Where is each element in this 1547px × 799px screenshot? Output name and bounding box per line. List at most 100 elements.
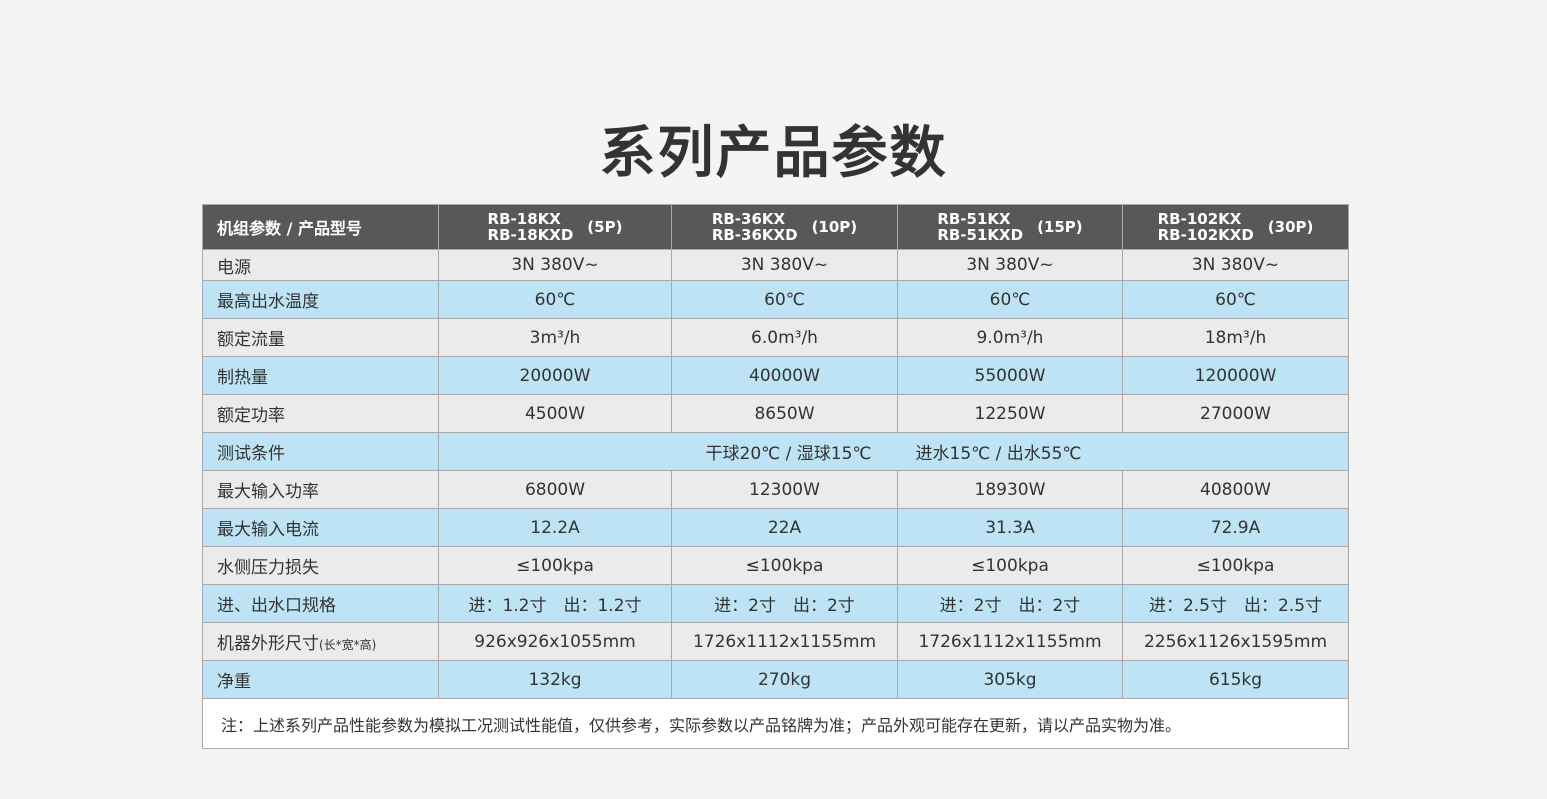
model-name: RB-102KXD (1157, 226, 1254, 244)
row-label-text: 额定功率 (217, 406, 285, 426)
value-cell: 4500W (438, 394, 672, 433)
model-names: RB-51KX RB-51KXD (937, 211, 1023, 243)
model-name: RB-36KX (711, 210, 786, 228)
row-label: 最大输入电流 (202, 508, 439, 547)
value-cell: 20000W (438, 356, 672, 395)
value-cell: 3N 380V~ (671, 249, 898, 281)
row-label-text: 电源 (217, 257, 251, 278)
value-cell: 120000W (1122, 356, 1349, 395)
note-row: 注：上述系列产品性能参数为模拟工况测试性能值，仅供参考，实际参数以产品铭牌为准；… (202, 698, 1349, 749)
value-cell: 22A (671, 508, 898, 547)
row-label-text: 额定流量 (217, 330, 285, 350)
value-cell: 270kg (671, 660, 898, 699)
row-label: 测试条件 (202, 432, 439, 471)
value-cell: 6.0m³/h (671, 318, 898, 357)
value-cell: 55000W (897, 356, 1123, 395)
header-row: 机组参数 / 产品型号 RB-18KX RB-18KXD (5P) RB-36KX RB… (202, 204, 1349, 250)
merged-cell: 干球20℃ / 湿球15℃ 进水15℃ / 出水55℃ (438, 432, 1349, 471)
value-cell: 3N 380V~ (438, 249, 672, 281)
value-cell: 60℃ (438, 280, 672, 319)
model-name: RB-51KXD (937, 226, 1024, 244)
row-label-text: 最大输入功率 (217, 482, 319, 502)
row-label-text: 净重 (217, 672, 251, 692)
value-cell: 进：2寸 出：2寸 (671, 584, 898, 623)
model-power: (15P) (1037, 218, 1083, 236)
data-row: 测试条件 干球20℃ / 湿球15℃ 进水15℃ / 出水55℃ (202, 432, 1349, 471)
value-cell: 132kg (438, 660, 672, 699)
row-label-text: 水侧压力损失 (217, 558, 319, 578)
model-name: RB-18KX (487, 210, 561, 228)
value-cell: 6800W (438, 470, 672, 509)
value-cell: ≤100kpa (671, 546, 898, 585)
value-cell: 进：2寸 出：2寸 (897, 584, 1123, 623)
row-label-note: (长*宽*高) (319, 638, 377, 652)
data-row: 机器外形尺寸(长*宽*高) 926x926x1055mm 1726x1112x115… (202, 622, 1349, 661)
row-label: 制热量 (202, 356, 439, 395)
row-label: 最高出水温度 (202, 280, 439, 319)
value-cell: 12300W (671, 470, 898, 509)
value-cell: 3N 380V~ (1122, 249, 1349, 281)
row-label-text: 测试条件 (217, 444, 285, 464)
value-cell: ≤100kpa (1122, 546, 1349, 585)
value-cell: 进：1.2寸 出：1.2寸 (438, 584, 672, 623)
spec-table: 机组参数 / 产品型号 RB-18KX RB-18KXD (5P) RB-36KX RB… (202, 204, 1349, 749)
value-cell: 18930W (897, 470, 1123, 509)
merged-text: 干球20℃ / 湿球15℃ (705, 444, 872, 464)
value-cell: 3N 380V~ (897, 249, 1123, 281)
model-header: RB-36KX RB-36KXD (10P) (671, 204, 898, 250)
table-body: 电源 3N 380V~ 3N 380V~ 3N 380V~ 3N 380V~ 最高出水温度… (202, 249, 1349, 749)
row-label-text: 最大输入电流 (217, 520, 319, 540)
row-label: 机器外形尺寸(长*宽*高) (202, 622, 439, 661)
value-cell: 27000W (1122, 394, 1349, 433)
note: 注：上述系列产品性能参数为模拟工况测试性能值，仅供参考，实际参数以产品铭牌为准；… (202, 698, 1349, 749)
value-cell: 60℃ (1122, 280, 1349, 319)
merged-text: 进水15℃ / 出水55℃ (915, 444, 1082, 464)
value-cell: 9.0m³/h (897, 318, 1123, 357)
row-label: 进、出水口规格 (202, 584, 439, 623)
data-row: 制热量 20000W 40000W 55000W 120000W (202, 356, 1349, 395)
model-header: RB-18KX RB-18KXD (5P) (438, 204, 672, 250)
model-header: RB-102KX RB-102KXD (30P) (1122, 204, 1349, 250)
value-cell: 2256x1126x1595mm (1122, 622, 1349, 661)
model-power: (30P) (1267, 218, 1314, 236)
model-power: (10P) (811, 218, 858, 236)
value-cell: 进：2.5寸 出：2.5寸 (1122, 584, 1349, 623)
data-row: 净重 132kg 270kg 305kg 615kg (202, 660, 1349, 699)
data-row: 额定流量 3m³/h 6.0m³/h 9.0m³/h 18m³/h (202, 318, 1349, 357)
value-cell: 8650W (671, 394, 898, 433)
row-label: 额定功率 (202, 394, 439, 433)
value-cell: 3m³/h (438, 318, 672, 357)
value-cell: ≤100kpa (438, 546, 672, 585)
row-label: 电源 (202, 249, 439, 281)
model-power: (5P) (587, 218, 623, 236)
model-name: RB-102KX (1157, 210, 1242, 228)
value-cell: 40800W (1122, 470, 1349, 509)
row-label-text: 最高出水温度 (217, 292, 319, 312)
value-cell: 72.9A (1122, 508, 1349, 547)
row-label-text: 进、出水口规格 (217, 596, 336, 616)
page-title: 系列产品参数 (599, 121, 948, 186)
row-label: 额定流量 (202, 318, 439, 357)
data-row: 最高出水温度 60℃ 60℃ 60℃ 60℃ (202, 280, 1349, 319)
value-cell: ≤100kpa (897, 546, 1123, 585)
row-label: 水侧压力损失 (202, 546, 439, 585)
row-label: 最大输入功率 (202, 470, 439, 509)
value-cell: 926x926x1055mm (438, 622, 672, 661)
data-row: 进、出水口规格 进：1.2寸 出：1.2寸 进：2寸 出：2寸 进：2寸 出：2寸 进：… (202, 584, 1349, 623)
data-row: 水侧压力损失 ≤100kpa ≤100kpa ≤100kpa ≤100kpa (202, 546, 1349, 585)
row-label-text: 制热量 (217, 368, 268, 388)
data-row: 最大输入功率 6800W 12300W 18930W 40800W (202, 470, 1349, 509)
value-cell: 12250W (897, 394, 1123, 433)
value-cell: 615kg (1122, 660, 1349, 699)
model-names: RB-102KX RB-102KXD (1158, 211, 1254, 243)
value-cell: 60℃ (671, 280, 898, 319)
row-label: 净重 (202, 660, 439, 699)
value-cell: 12.2A (438, 508, 672, 547)
value-cell: 60℃ (897, 280, 1123, 319)
value-cell: 1726x1112x1155mm (897, 622, 1123, 661)
data-row: 电源 3N 380V~ 3N 380V~ 3N 380V~ 3N 380V~ (202, 249, 1349, 281)
data-row: 最大输入电流 12.2A 22A 31.3A 72.9A (202, 508, 1349, 547)
model-header: RB-51KX RB-51KXD (15P) (897, 204, 1123, 250)
